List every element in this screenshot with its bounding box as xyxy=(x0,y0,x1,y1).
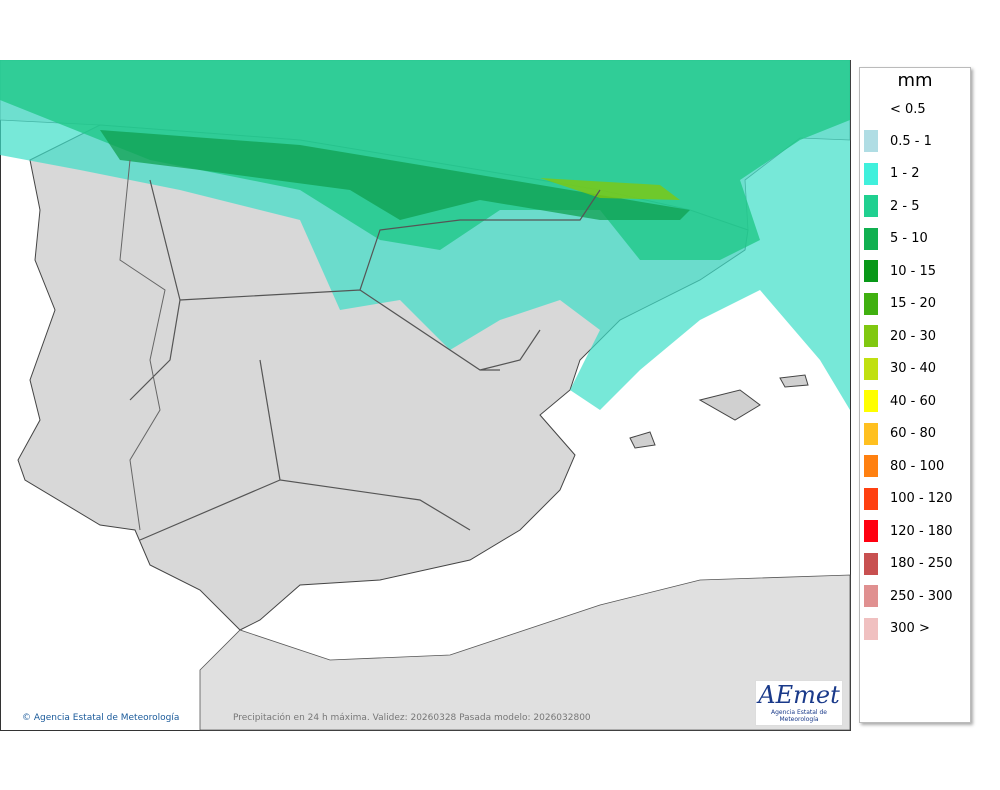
legend-swatch xyxy=(864,422,878,445)
legend-label: 10 - 15 xyxy=(890,263,937,279)
logo-text: AEmet xyxy=(758,681,840,709)
legend-swatch xyxy=(864,455,878,477)
portugal-border xyxy=(119,159,166,531)
footer-agency: © Agencia Estatal de Meteorología xyxy=(22,713,180,723)
menorca xyxy=(779,374,809,388)
legend-row: 10 - 15 xyxy=(864,260,936,282)
legend-label: 250 - 300 xyxy=(890,588,953,604)
legend-swatch xyxy=(864,552,878,575)
legend-swatch xyxy=(864,357,878,380)
legend-label: 100 - 120 xyxy=(890,491,953,506)
region-borders xyxy=(129,179,601,541)
legend-swatch xyxy=(864,162,878,185)
legend-row: 250 - 300 xyxy=(864,585,953,607)
legend-row: 300 > xyxy=(864,617,930,640)
legend: mm < 0.5 0.5 - 1 1 - 2 2 - 5 5 - 10 10 - 15 1… xyxy=(859,67,971,723)
legend-row: 30 - 40 xyxy=(864,357,937,380)
legend-swatch xyxy=(864,130,878,152)
legend-label: 5 - 10 xyxy=(890,231,928,246)
legend-label: 60 - 80 xyxy=(890,426,937,441)
legend-swatch xyxy=(864,520,878,542)
legend-row: 180 - 250 xyxy=(864,552,953,575)
legend-label: 2 - 5 xyxy=(890,198,920,214)
legend-row: 20 - 30 xyxy=(864,325,936,347)
mallorca xyxy=(698,389,761,421)
legend-swatch xyxy=(864,390,878,412)
precip-5-10 xyxy=(100,130,690,220)
legend-row: 100 - 120 xyxy=(864,487,953,510)
footer-agency-text: Agencia Estatal de Meteorología xyxy=(33,713,180,723)
legend-title: mm xyxy=(897,70,933,91)
legend-swatch xyxy=(864,260,878,282)
legend-row: 5 - 10 xyxy=(864,227,928,250)
legend-label: 40 - 60 xyxy=(890,393,937,409)
legend-label: 20 - 30 xyxy=(890,328,937,344)
legend-swatch xyxy=(864,325,878,347)
legend-label: 300 > xyxy=(890,621,930,636)
legend-swatch xyxy=(864,292,878,315)
legend-label: 120 - 180 xyxy=(890,523,953,539)
legend-row: 2 - 5 xyxy=(864,195,920,217)
legend-swatch xyxy=(864,617,878,640)
legend-row: 60 - 80 xyxy=(864,422,937,445)
legend-label: 15 - 20 xyxy=(890,296,937,311)
legend-swatch xyxy=(864,227,878,250)
africa-land xyxy=(199,574,851,731)
legend-label: 80 - 100 xyxy=(890,458,945,474)
legend-swatch xyxy=(864,195,878,217)
legend-row: 120 - 180 xyxy=(864,520,953,542)
logo-subtitle: Agencia Estatal de Meteorología xyxy=(770,709,827,723)
legend-row: 40 - 60 xyxy=(864,390,936,412)
legend-label: 180 - 250 xyxy=(890,556,953,571)
legend-label: 1 - 2 xyxy=(890,166,920,181)
legend-label: 30 - 40 xyxy=(890,361,937,376)
footer-caption: Precipitación en 24 h máxima. Validez: 2… xyxy=(233,713,591,723)
map xyxy=(0,60,851,731)
legend-row: 1 - 2 xyxy=(864,162,920,185)
legend-swatch xyxy=(864,487,878,510)
precip-20-30 xyxy=(540,178,680,200)
legend-row: 80 - 100 xyxy=(864,455,944,477)
legend-row: 15 - 20 xyxy=(864,292,937,315)
legend-below-label: < 0.5 xyxy=(890,101,926,117)
ibiza xyxy=(629,431,656,449)
legend-row: 0.5 - 1 xyxy=(864,130,932,152)
legend-label: 0.5 - 1 xyxy=(890,133,932,149)
logo: AEmet Agencia Estatal de Meteorología xyxy=(755,680,843,726)
legend-swatch xyxy=(864,585,878,607)
